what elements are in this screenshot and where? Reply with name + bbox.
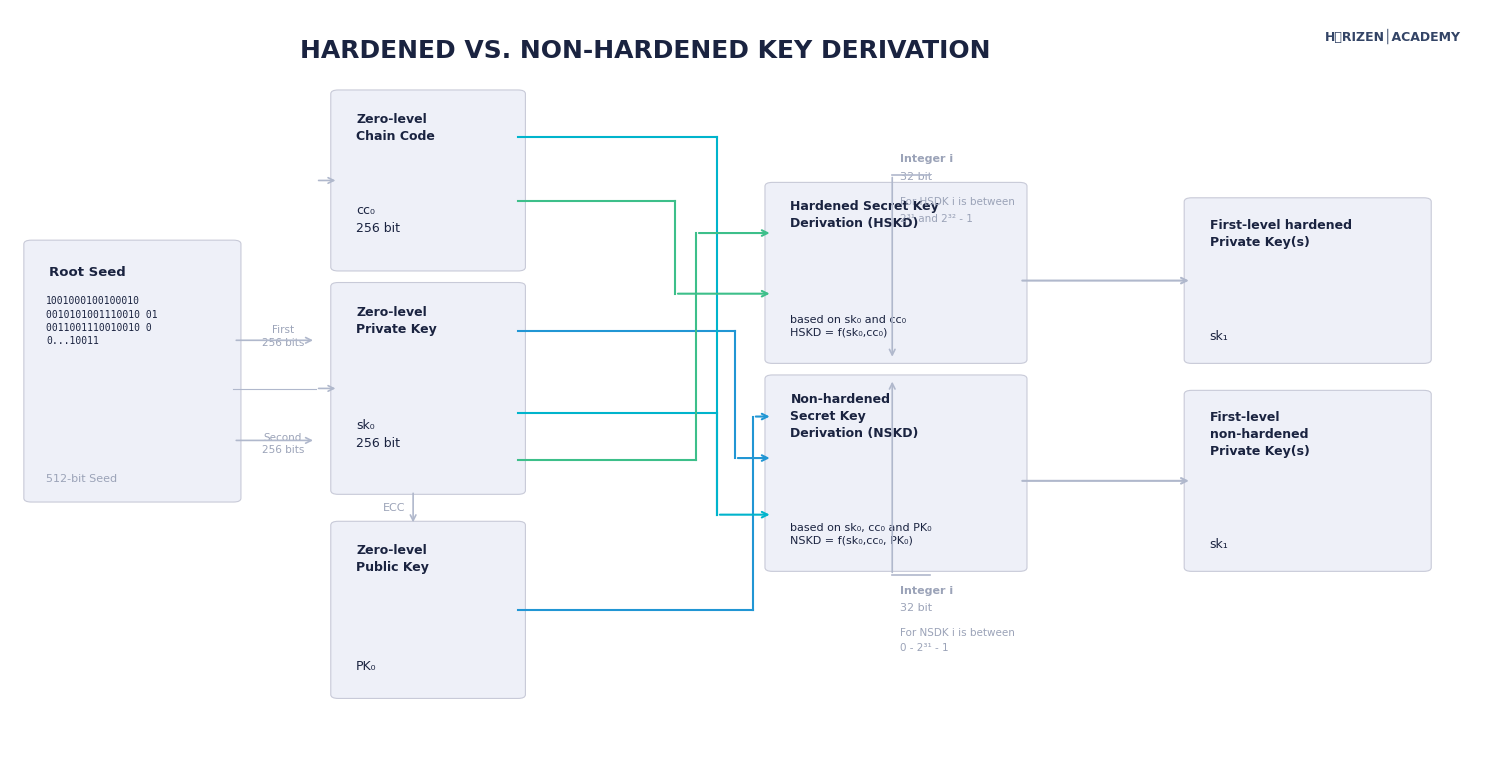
Text: Zero-level
Private Key: Zero-level Private Key bbox=[356, 305, 436, 335]
Text: Integer i: Integer i bbox=[900, 586, 952, 596]
Text: Root Seed: Root Seed bbox=[50, 266, 126, 278]
Text: For HSDK i is between: For HSDK i is between bbox=[900, 196, 1014, 206]
FancyBboxPatch shape bbox=[332, 521, 525, 699]
Text: based on sk₀ and cc₀
HSKD = f(sk₀,cc₀): based on sk₀ and cc₀ HSKD = f(sk₀,cc₀) bbox=[790, 315, 906, 338]
Text: sk₁: sk₁ bbox=[1209, 329, 1228, 342]
FancyBboxPatch shape bbox=[765, 182, 1028, 363]
Text: Hardened Secret Key
Derivation (HSKD): Hardened Secret Key Derivation (HSKD) bbox=[790, 200, 939, 230]
Text: H⦿RIZEN│ACADEMY: H⦿RIZEN│ACADEMY bbox=[1324, 29, 1461, 44]
Text: Integer i: Integer i bbox=[900, 155, 952, 165]
FancyBboxPatch shape bbox=[1184, 390, 1431, 571]
FancyBboxPatch shape bbox=[332, 282, 525, 494]
Text: 32 bit: 32 bit bbox=[900, 172, 932, 182]
Text: Non-hardened
Secret Key
Derivation (NSKD): Non-hardened Secret Key Derivation (NSKD… bbox=[790, 393, 920, 440]
Text: First-level
non-hardened
Private Key(s): First-level non-hardened Private Key(s) bbox=[1209, 411, 1310, 458]
Text: ECC: ECC bbox=[382, 502, 405, 512]
FancyBboxPatch shape bbox=[332, 90, 525, 271]
Text: 2³¹ and 2³² - 1: 2³¹ and 2³² - 1 bbox=[900, 213, 972, 223]
Text: based on sk₀, cc₀ and PK₀
NSKD = f(sk₀,cc₀, PK₀): based on sk₀, cc₀ and PK₀ NSKD = f(sk₀,c… bbox=[790, 523, 932, 546]
Text: 0 - 2³¹ - 1: 0 - 2³¹ - 1 bbox=[900, 643, 948, 653]
Text: First
256 bits: First 256 bits bbox=[261, 325, 305, 348]
FancyBboxPatch shape bbox=[1184, 198, 1431, 363]
Text: sk₀
256 bit: sk₀ 256 bit bbox=[356, 420, 401, 451]
Text: Second
256 bits: Second 256 bits bbox=[261, 433, 305, 455]
Text: Zero-level
Chain Code: Zero-level Chain Code bbox=[356, 113, 435, 143]
Text: 512-bit Seed: 512-bit Seed bbox=[46, 475, 117, 485]
Text: First-level hardened
Private Key(s): First-level hardened Private Key(s) bbox=[1209, 219, 1352, 249]
Text: Zero-level
Public Key: Zero-level Public Key bbox=[356, 544, 429, 574]
Text: sk₁: sk₁ bbox=[1209, 537, 1228, 550]
Text: cc₀
256 bit: cc₀ 256 bit bbox=[356, 204, 401, 235]
Text: HARDENED VS. NON-HARDENED KEY DERIVATION: HARDENED VS. NON-HARDENED KEY DERIVATION bbox=[300, 39, 990, 63]
Text: 1001000100100010
0010101001110010 01
0011001110010010 0
0...10011: 1001000100100010 0010101001110010 01 001… bbox=[46, 296, 158, 346]
Text: For NSDK i is between: For NSDK i is between bbox=[900, 628, 1014, 638]
Text: 32 bit: 32 bit bbox=[900, 603, 932, 613]
Text: PK₀: PK₀ bbox=[356, 660, 376, 673]
FancyBboxPatch shape bbox=[765, 375, 1028, 571]
FancyBboxPatch shape bbox=[24, 240, 242, 502]
